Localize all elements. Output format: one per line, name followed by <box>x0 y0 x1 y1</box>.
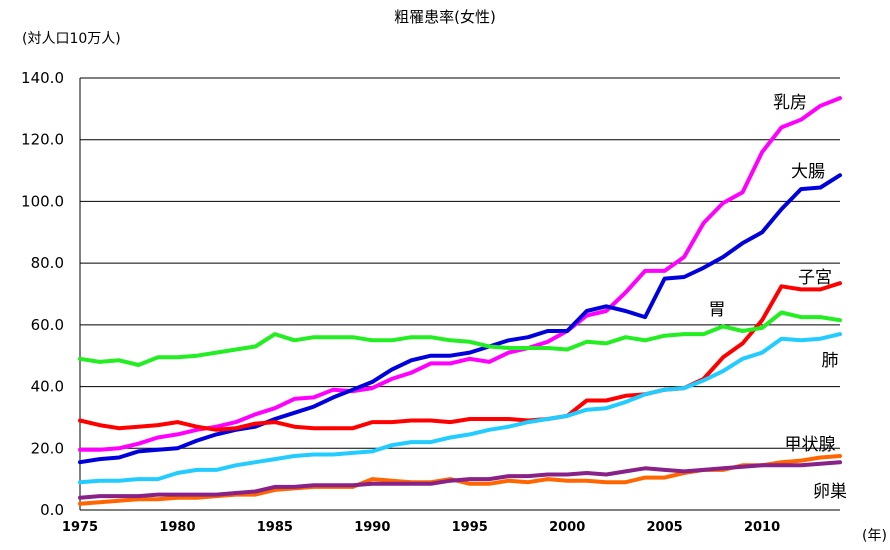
y-axis-unit-label: (対人口10万人) <box>22 31 121 47</box>
series-label-3: 胃 <box>709 300 726 320</box>
series-line-6 <box>78 460 842 500</box>
y-tick-label: 0.0 <box>40 501 64 519</box>
x-tick-label: 1990 <box>354 520 390 535</box>
y-axis-ticks: 0.0 20.0 40.0 60.0 80.0 100.0 120.0 140.0 <box>21 69 64 519</box>
series-line-1 <box>78 173 842 465</box>
y-tick-label: 120.0 <box>21 131 64 149</box>
y-tick-label: 140.0 <box>21 69 64 87</box>
series-line-2 <box>78 281 842 432</box>
y-tick-label: 80.0 <box>31 254 64 272</box>
y-tick-label: 20.0 <box>31 439 64 457</box>
series-label-6: 卵巣 <box>813 482 847 502</box>
series-label-0: 乳房 <box>773 93 807 113</box>
x-tick-label: 2000 <box>549 520 585 535</box>
x-axis-unit-label: (年) <box>862 528 887 544</box>
series-line-0 <box>78 96 842 452</box>
chart-title: 粗罹患率(女性) <box>394 8 496 26</box>
x-tick-label: 2010 <box>744 520 780 535</box>
x-tick-label: 1975 <box>62 520 98 535</box>
series-lines <box>78 96 842 506</box>
y-tick-label: 60.0 <box>31 316 64 334</box>
y-tick-label: 40.0 <box>31 378 64 396</box>
series-line-4 <box>78 332 842 485</box>
series-label-5: 甲状腺 <box>785 435 836 455</box>
series-label-4: 肺 <box>822 351 839 371</box>
x-axis-ticks: 1975 1980 1985 1990 1995 2000 2005 2010 <box>62 520 780 535</box>
series-label-1: 大腸 <box>791 162 825 182</box>
series-label-2: 子宮 <box>798 268 832 288</box>
x-tick-label: 1995 <box>452 520 488 535</box>
x-tick-label: 2005 <box>647 520 683 535</box>
series-line-3 <box>78 310 842 367</box>
gridlines <box>79 77 840 511</box>
x-tick-label: 1985 <box>257 520 293 535</box>
y-tick-label: 100.0 <box>21 192 64 210</box>
x-tick-label: 1980 <box>159 520 195 535</box>
